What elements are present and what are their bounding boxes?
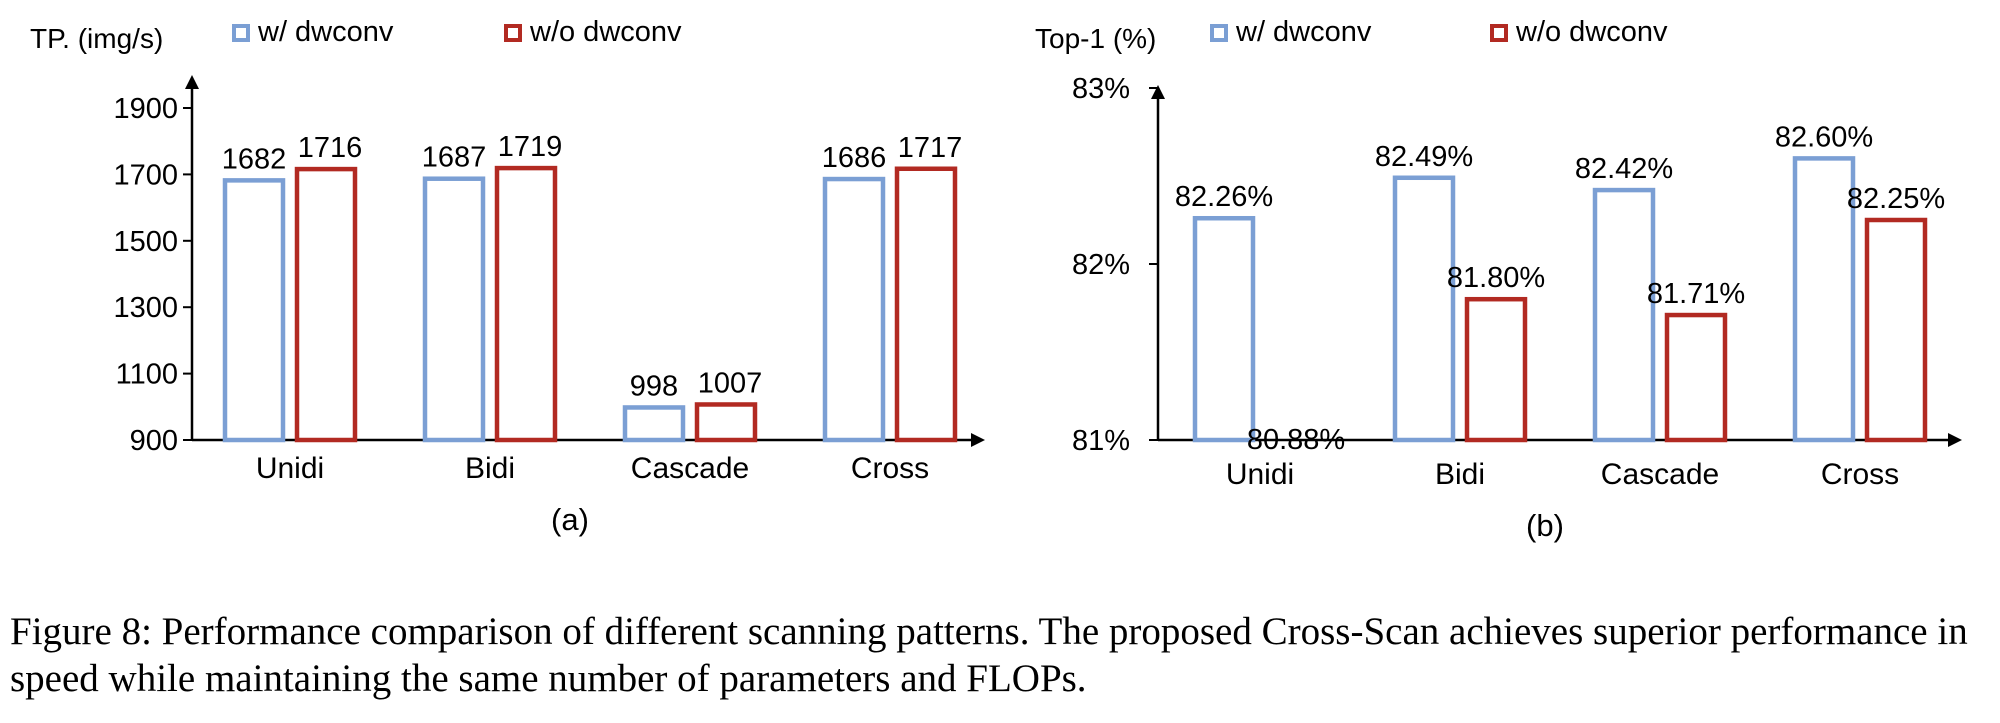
panel-a-data-label: 1717: [898, 132, 963, 164]
panel-a-y-tick-label: 1100: [116, 359, 178, 391]
panel-b-data-label: 82.60%: [1775, 121, 1873, 153]
panel-b-legend-swatch-w-dwconv: [1210, 24, 1228, 42]
panel-a-category-label: Unidi: [256, 452, 324, 485]
panel-b-legend-label-wo-dwconv: w/o dwconv: [1515, 16, 1668, 48]
panel-a-legend-swatch-wo-dwconv: [504, 24, 522, 42]
panel-b-data-label: 81.71%: [1647, 278, 1745, 310]
panel-a-data-label: 1686: [822, 142, 887, 174]
panel-a-data-label: 1719: [498, 131, 563, 163]
panel-b-legend-label-w-dwconv: w/ dwconv: [1235, 16, 1372, 48]
panel-a-bar-cross-wo-dwconv: [894, 166, 958, 443]
panel-a-category-label: Cascade: [631, 452, 749, 485]
panel-a-panel-label: (a): [551, 502, 589, 537]
panel-a-data-label: 1007: [698, 367, 763, 399]
panel-b-category-label: Cross: [1821, 458, 1899, 491]
panel-a-bar-cascade-wo-dwconv: [694, 402, 758, 443]
panel-b-data-label: 82.26%: [1175, 181, 1273, 213]
panel-b-bar-cascade-wo-dwconv: [1664, 312, 1728, 443]
panel-b-data-label: 80.88%: [1247, 424, 1345, 456]
panel-a-y-tick-label: 1500: [113, 226, 178, 258]
panel-a-bar-unidi-w-dwconv: [222, 178, 286, 443]
panel-a-bar-unidi-wo-dwconv: [294, 166, 358, 443]
panel-a-legend-label-w-dwconv: w/ dwconv: [257, 16, 394, 48]
panel-b-bar-unidi-w-dwconv: [1192, 215, 1256, 443]
panel-a-data-label: 998: [630, 370, 678, 402]
panel-b-data-label: 82.42%: [1575, 153, 1673, 185]
panel-b-data-label: 82.25%: [1847, 183, 1945, 215]
panel-a-bar-cascade-w-dwconv: [622, 405, 686, 443]
panel-a-bar-bidi-w-dwconv: [422, 176, 486, 443]
panel-b-legend-swatch-wo-dwconv: [1490, 24, 1508, 42]
panel-b-y-tick-label: 82%: [1072, 249, 1130, 281]
panel-a-data-label: 1687: [422, 142, 487, 174]
panel-b-panel-label: (b): [1526, 508, 1564, 543]
panel-a-y-tick-label: 1700: [113, 159, 178, 191]
panel-a-y-axis-label: TP. (img/s): [30, 23, 163, 54]
panel-a-data-label: 1682: [222, 143, 287, 175]
panel-b-category-label: Bidi: [1435, 458, 1485, 491]
panel-b-y-axis-arrow: [1151, 85, 1165, 99]
panel-a-y-tick-label: 1300: [113, 292, 178, 324]
panel-b-category-label: Unidi: [1226, 458, 1294, 491]
panel-b-bar-cross-wo-dwconv: [1864, 217, 1928, 443]
figure-caption: Figure 8: Performance comparison of diff…: [10, 610, 1968, 700]
chart-svg: 900 1100 1300 1500 1700 1900 TP. (img/s) w/ dwc…: [30, 16, 1962, 543]
panel-a-legend-label-wo-dwconv: w/o dwconv: [529, 16, 682, 48]
panel-b-bar-bidi-w-dwconv: [1392, 175, 1456, 443]
panel-b-y-tick-label: 83%: [1072, 73, 1130, 105]
panel-a-bar-bidi-wo-dwconv: [494, 165, 558, 443]
panel-a-data-label: 1716: [298, 132, 363, 164]
panel-b-y-axis-label: Top-1 (%): [1035, 23, 1156, 54]
panel-b-category-label: Cascade: [1601, 458, 1719, 491]
panel-b-bar-bidi-wo-dwconv: [1464, 296, 1528, 443]
panel-a-y-axis-arrow: [185, 75, 199, 89]
panel-a-category-label: Bidi: [465, 452, 515, 485]
panel-a-bar-cross-w-dwconv: [822, 176, 886, 443]
panel-a-category-label: Cross: [851, 452, 929, 485]
panel-b-bar-cascade-w-dwconv: [1592, 187, 1656, 443]
panel-b-y-tick-label: 81%: [1072, 425, 1130, 457]
panel-a-legend-swatch-w-dwconv: [232, 24, 250, 42]
panel-a-x-axis-arrow: [971, 433, 985, 447]
panel-b-data-label: 81.80%: [1447, 262, 1545, 294]
panel-a-y-tick-label: 1900: [113, 93, 178, 125]
panel-b-bar-cross-w-dwconv: [1792, 156, 1856, 443]
panel-b-data-label: 82.49%: [1375, 141, 1473, 173]
panel-a-y-tick-label: 900: [130, 425, 178, 457]
panel-b-x-axis-arrow: [1948, 433, 1962, 447]
